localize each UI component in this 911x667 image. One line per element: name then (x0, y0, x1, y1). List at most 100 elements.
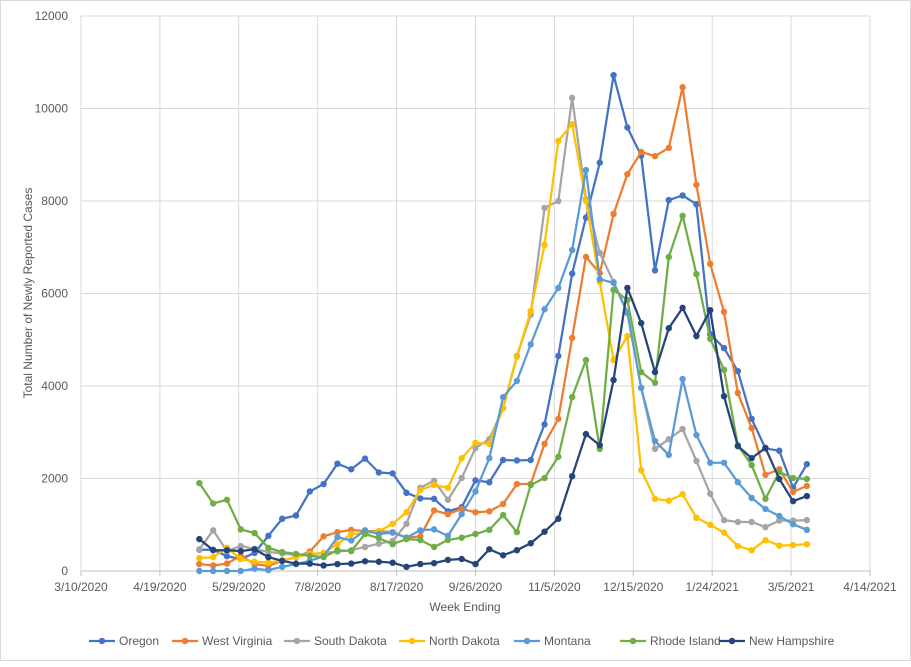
legend-marker (293, 637, 301, 645)
data-point (555, 515, 562, 522)
data-point (375, 534, 383, 542)
x-tick-label: 3/5/2021 (768, 580, 815, 594)
data-point (651, 495, 659, 503)
data-point (375, 540, 383, 547)
x-axis-title: Week Ending (429, 600, 500, 614)
data-point (417, 527, 424, 534)
data-point (748, 424, 755, 432)
data-point (209, 562, 217, 569)
data-point (486, 479, 493, 486)
data-point (610, 72, 617, 79)
data-point (430, 495, 438, 503)
legend-item: West Virginia (172, 634, 273, 648)
data-point (278, 548, 286, 556)
data-point (209, 500, 217, 507)
data-point (748, 461, 755, 469)
data-point (720, 308, 728, 316)
data-point (223, 553, 231, 560)
data-point (486, 440, 493, 448)
data-point (679, 425, 686, 433)
legend-item: Oregon (89, 634, 159, 648)
data-point (444, 536, 452, 544)
data-point (762, 495, 769, 503)
data-point (541, 306, 548, 313)
data-point (596, 442, 603, 449)
data-point (720, 366, 728, 374)
data-point (637, 466, 645, 474)
data-point (223, 560, 231, 567)
data-point (596, 159, 603, 166)
data-point (430, 559, 438, 567)
data-point (209, 546, 217, 554)
data-point (748, 494, 755, 502)
data-point (375, 469, 383, 476)
data-point (582, 197, 590, 205)
data-point (361, 530, 369, 538)
data-point (707, 260, 714, 268)
data-point (748, 546, 755, 554)
data-point (803, 475, 811, 483)
data-point (734, 442, 742, 450)
data-point (720, 344, 728, 352)
data-point (403, 520, 410, 528)
legend-label: Oregon (119, 634, 159, 648)
data-point (776, 475, 783, 483)
data-point (237, 567, 244, 575)
legend-marker (408, 637, 416, 645)
data-point (196, 560, 203, 568)
data-point (679, 84, 686, 91)
data-point (527, 456, 534, 464)
series-line (199, 86, 808, 568)
y-axis-title: Total Number of Newly Reported Cases (21, 188, 35, 399)
data-point (499, 552, 507, 559)
data-point (472, 509, 479, 516)
data-point (196, 535, 203, 543)
data-point (610, 286, 617, 293)
data-point (707, 459, 714, 466)
data-point (251, 565, 258, 572)
data-point (403, 509, 410, 516)
data-point (237, 542, 244, 550)
data-point (209, 527, 217, 534)
data-point (458, 510, 465, 518)
data-point (527, 307, 534, 315)
data-point (720, 459, 728, 466)
legend-marker (523, 637, 531, 645)
data-point (707, 521, 714, 528)
y-tick-label: 8000 (41, 194, 68, 208)
data-point (334, 534, 341, 541)
data-point (265, 532, 272, 540)
data-point (389, 559, 396, 566)
data-point (693, 270, 700, 278)
data-point (486, 526, 493, 534)
data-point (320, 553, 327, 561)
data-point (389, 529, 396, 536)
data-point (513, 528, 521, 536)
axes: 0 2000 4000 6000 8000 10000 12000 3/10/2020 4/19… (35, 9, 897, 594)
data-point (292, 560, 300, 567)
data-point (582, 166, 590, 174)
y-tick-label: 2000 (41, 472, 68, 486)
data-point (499, 393, 507, 401)
data-point (278, 515, 286, 522)
data-point (762, 505, 769, 513)
legend-marker (98, 637, 106, 645)
data-point (624, 332, 631, 340)
data-point (596, 275, 603, 283)
data-point (555, 453, 562, 460)
y-tick-label: 12000 (35, 9, 69, 23)
x-tick-label: 11/5/2020 (528, 580, 581, 594)
data-point (251, 558, 258, 565)
data-point (430, 543, 438, 551)
data-point (499, 511, 507, 519)
legend-label: West Virginia (202, 634, 273, 648)
data-point (458, 555, 465, 563)
series-line (198, 96, 807, 557)
data-point (348, 530, 355, 538)
data-point (541, 474, 548, 482)
data-point (444, 496, 452, 503)
legend-label: Rhode Island (650, 634, 721, 648)
data-point (444, 510, 452, 518)
data-point (403, 489, 410, 497)
data-point (223, 567, 231, 575)
